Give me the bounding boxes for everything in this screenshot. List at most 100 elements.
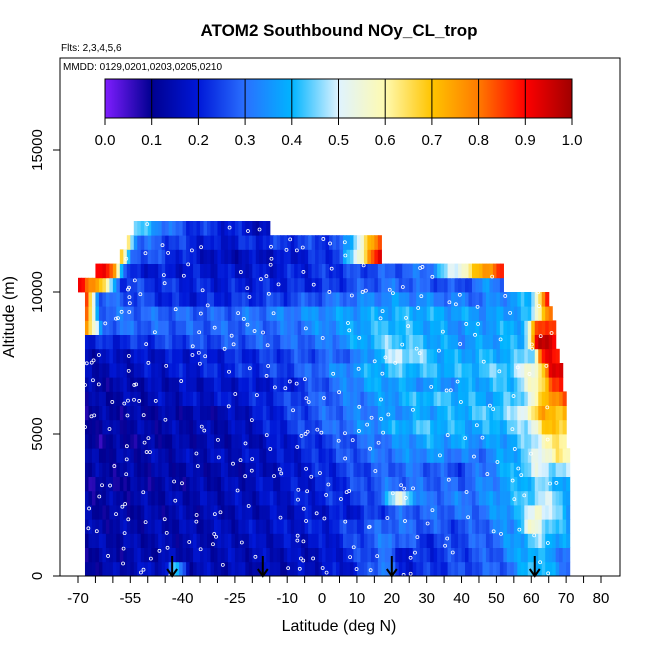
sample-point — [299, 556, 303, 561]
field-cell — [433, 462, 438, 477]
field-cell — [458, 320, 463, 335]
field-cell — [140, 306, 145, 321]
field-cell — [130, 561, 135, 577]
field-cell — [346, 377, 351, 392]
field-cell — [566, 490, 571, 506]
field-cell — [186, 519, 191, 534]
field-cell — [280, 277, 285, 293]
field-cell — [252, 490, 257, 506]
field-cell — [248, 519, 253, 534]
field-cell — [346, 249, 351, 264]
field-cell — [304, 391, 309, 406]
field-cell — [527, 377, 532, 392]
field-cell — [315, 405, 320, 421]
field-cell — [531, 448, 536, 463]
field-cell — [370, 405, 375, 421]
field-cell — [126, 419, 131, 435]
field-cell — [119, 547, 124, 563]
field-cell — [105, 434, 110, 449]
field-cell — [349, 363, 355, 378]
field-cell — [517, 561, 522, 577]
field-cell — [377, 348, 382, 364]
field-cell — [182, 292, 187, 307]
field-cell — [499, 476, 504, 492]
field-cell — [356, 462, 362, 477]
field-cell — [384, 391, 389, 406]
field-cell — [370, 235, 375, 250]
field-cell — [137, 334, 142, 350]
field-cell — [116, 277, 121, 293]
field-cell — [513, 533, 518, 548]
field-cell — [447, 277, 452, 293]
sample-point — [402, 486, 407, 491]
field-cell — [332, 490, 337, 506]
field-cell — [147, 405, 152, 421]
sample-point — [385, 516, 390, 520]
field-cell — [273, 434, 278, 449]
field-cell — [485, 490, 491, 506]
field-cell — [559, 434, 564, 449]
field-cell — [98, 363, 104, 378]
field-cell — [262, 320, 267, 335]
field-cell — [405, 476, 410, 492]
field-cell — [241, 490, 246, 506]
field-cell — [377, 462, 382, 477]
field-cell — [447, 320, 452, 335]
field-cell — [311, 277, 316, 293]
field-cell — [346, 533, 351, 548]
field-cell — [294, 462, 299, 477]
field-cell — [203, 490, 208, 506]
field-cell — [384, 292, 389, 307]
field-cell — [545, 476, 550, 492]
field-cell — [402, 348, 407, 364]
field-cell — [433, 377, 438, 392]
field-cell — [381, 363, 386, 378]
field-cell — [224, 490, 229, 506]
field-cell — [213, 405, 219, 421]
field-cell — [182, 405, 187, 421]
field-cell — [200, 320, 205, 335]
sample-point — [246, 229, 250, 233]
field-cell — [119, 391, 124, 406]
field-cell — [531, 363, 536, 378]
field-cell — [102, 348, 107, 364]
sample-point — [231, 342, 236, 347]
field-cell — [203, 561, 208, 577]
field-cell — [423, 476, 428, 492]
sample-point — [243, 441, 248, 446]
field-cell — [356, 533, 362, 548]
field-cell — [255, 292, 260, 307]
field-cell — [276, 363, 281, 378]
field-cell — [475, 391, 480, 406]
x-tick-label: -10 — [276, 590, 298, 607]
field-cell — [478, 505, 484, 520]
field-cell — [384, 363, 389, 378]
field-cell — [98, 419, 104, 435]
field-cell — [98, 292, 104, 307]
field-cell — [193, 519, 198, 534]
field-cell — [186, 419, 191, 435]
field-cell — [437, 476, 442, 492]
field-cell — [109, 490, 114, 506]
sample-point — [199, 245, 204, 250]
field-cell — [471, 448, 477, 463]
sample-point — [517, 527, 522, 532]
field-cell — [538, 306, 543, 321]
field-cell — [126, 263, 131, 279]
field-cell — [172, 476, 177, 492]
field-cell — [419, 434, 424, 449]
field-cell — [259, 292, 264, 307]
sample-point — [196, 350, 201, 355]
field-cell — [217, 547, 222, 563]
field-cell — [193, 505, 198, 520]
field-cell — [283, 277, 288, 293]
field-cell — [430, 405, 435, 421]
field-cell — [444, 448, 449, 463]
sample-point — [148, 556, 153, 561]
sample-point — [320, 336, 325, 340]
field-cell — [248, 334, 253, 350]
field-cell — [447, 348, 452, 364]
field-cell — [283, 292, 288, 307]
field-cell — [325, 561, 330, 577]
field-cell — [384, 348, 389, 364]
